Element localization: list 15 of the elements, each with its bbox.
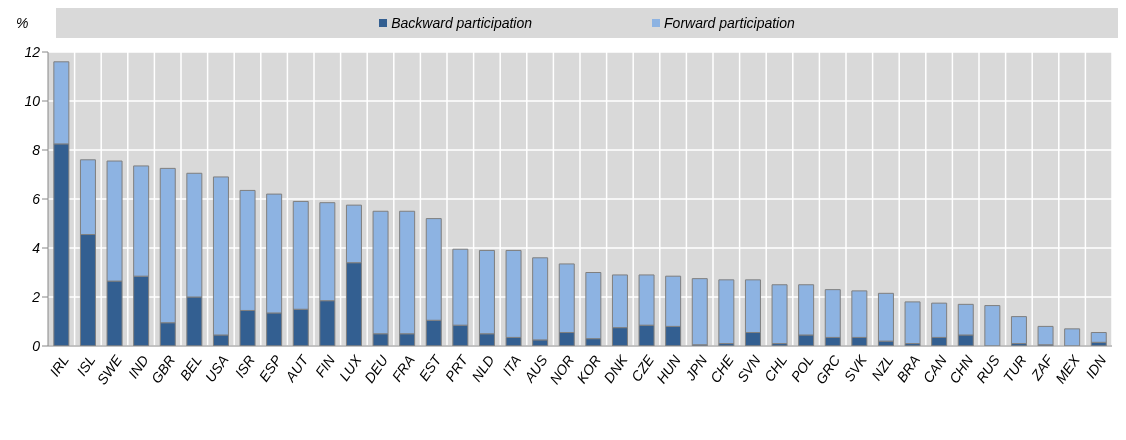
y-tick-label: 10 [24,92,41,109]
legend-label: Forward participation [664,15,795,31]
y-tick-label: 4 [32,239,41,256]
y-tick-label: 8 [32,141,41,158]
y-tick-label: 6 [32,190,41,207]
y-tick-label: 12 [24,43,41,60]
y-tick-label: 0 [32,337,41,354]
y-tick-label: 2 [31,288,41,305]
x-tick-label: ISR [231,352,259,381]
x-tick-label: IRL [46,352,72,380]
x-tick-label: IND [124,352,152,382]
y-axis-title: % [15,15,30,31]
x-tick-label: ITA [499,352,525,379]
legend-label: Backward participation [391,15,533,31]
x-tick-label: ISL [73,352,99,379]
